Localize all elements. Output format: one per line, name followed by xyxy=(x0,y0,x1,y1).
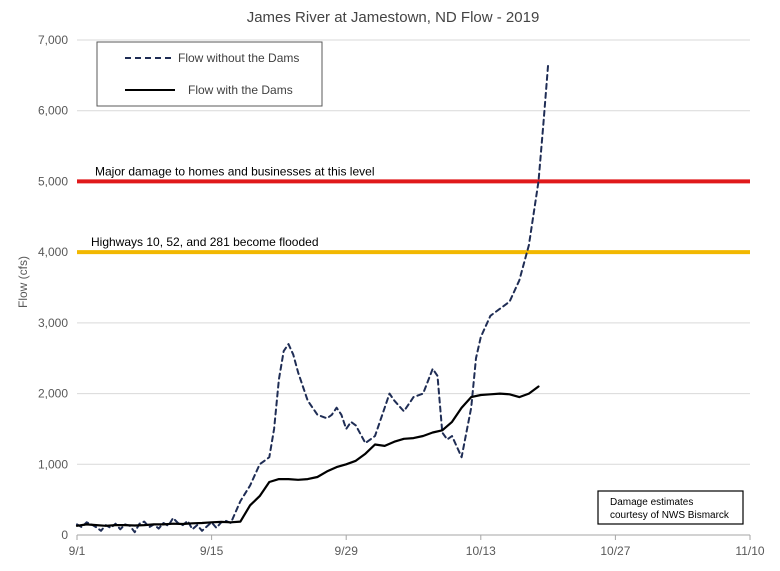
note-line-1: Damage estimates xyxy=(610,497,693,508)
legend: Flow without the Dams Flow with the Dams xyxy=(96,41,323,107)
series-lines xyxy=(75,63,550,534)
y-axis-ticks: 0 1,000 2,000 3,000 4,000 5,000 6,000 7,000 xyxy=(38,33,68,542)
x-tick-label: 10/27 xyxy=(600,544,630,558)
series-line-without-dams xyxy=(76,63,550,534)
legend-label-with-dams: Flow with the Dams xyxy=(188,83,293,97)
reference-line-label: Major damage to homes and businesses at … xyxy=(95,164,375,178)
x-tick-label: 11/10 xyxy=(735,544,764,558)
series-line-with-dams xyxy=(75,385,540,527)
y-tick-label: 7,000 xyxy=(38,33,68,47)
y-tick-label: 6,000 xyxy=(38,104,68,118)
y-tick-label: 4,000 xyxy=(38,245,68,259)
reference-lines: Major damage to homes and businesses at … xyxy=(77,164,750,255)
legend-label-without-dams: Flow without the Dams xyxy=(178,51,299,65)
grid-lines xyxy=(77,39,750,536)
chart-title: James River at Jamestown, ND Flow - 2019 xyxy=(247,9,540,26)
y-tick-label: 5,000 xyxy=(38,174,68,188)
x-tick-label: 10/13 xyxy=(466,544,496,558)
x-tick-label: 9/29 xyxy=(335,544,359,558)
y-tick-label: 1,000 xyxy=(38,457,68,471)
reference-line-label: Highways 10, 52, and 281 become flooded xyxy=(91,235,319,249)
x-axis-ticks: 9/1 9/15 9/29 10/13 10/27 11/10 xyxy=(69,535,765,558)
note-line-2: courtesy of NWS Bismarck xyxy=(610,510,730,521)
y-tick-label: 3,000 xyxy=(38,316,68,330)
x-tick-label: 9/1 xyxy=(69,544,86,558)
y-tick-label: 2,000 xyxy=(38,387,68,401)
note-box xyxy=(597,490,744,525)
damage-estimates-note: Damage estimates courtesy of NWS Bismarc… xyxy=(597,490,744,525)
y-axis-label: Flow (cfs) xyxy=(16,256,30,308)
y-tick-label: 0 xyxy=(61,528,68,542)
x-tick-label: 9/15 xyxy=(200,544,224,558)
legend-box xyxy=(96,41,323,107)
